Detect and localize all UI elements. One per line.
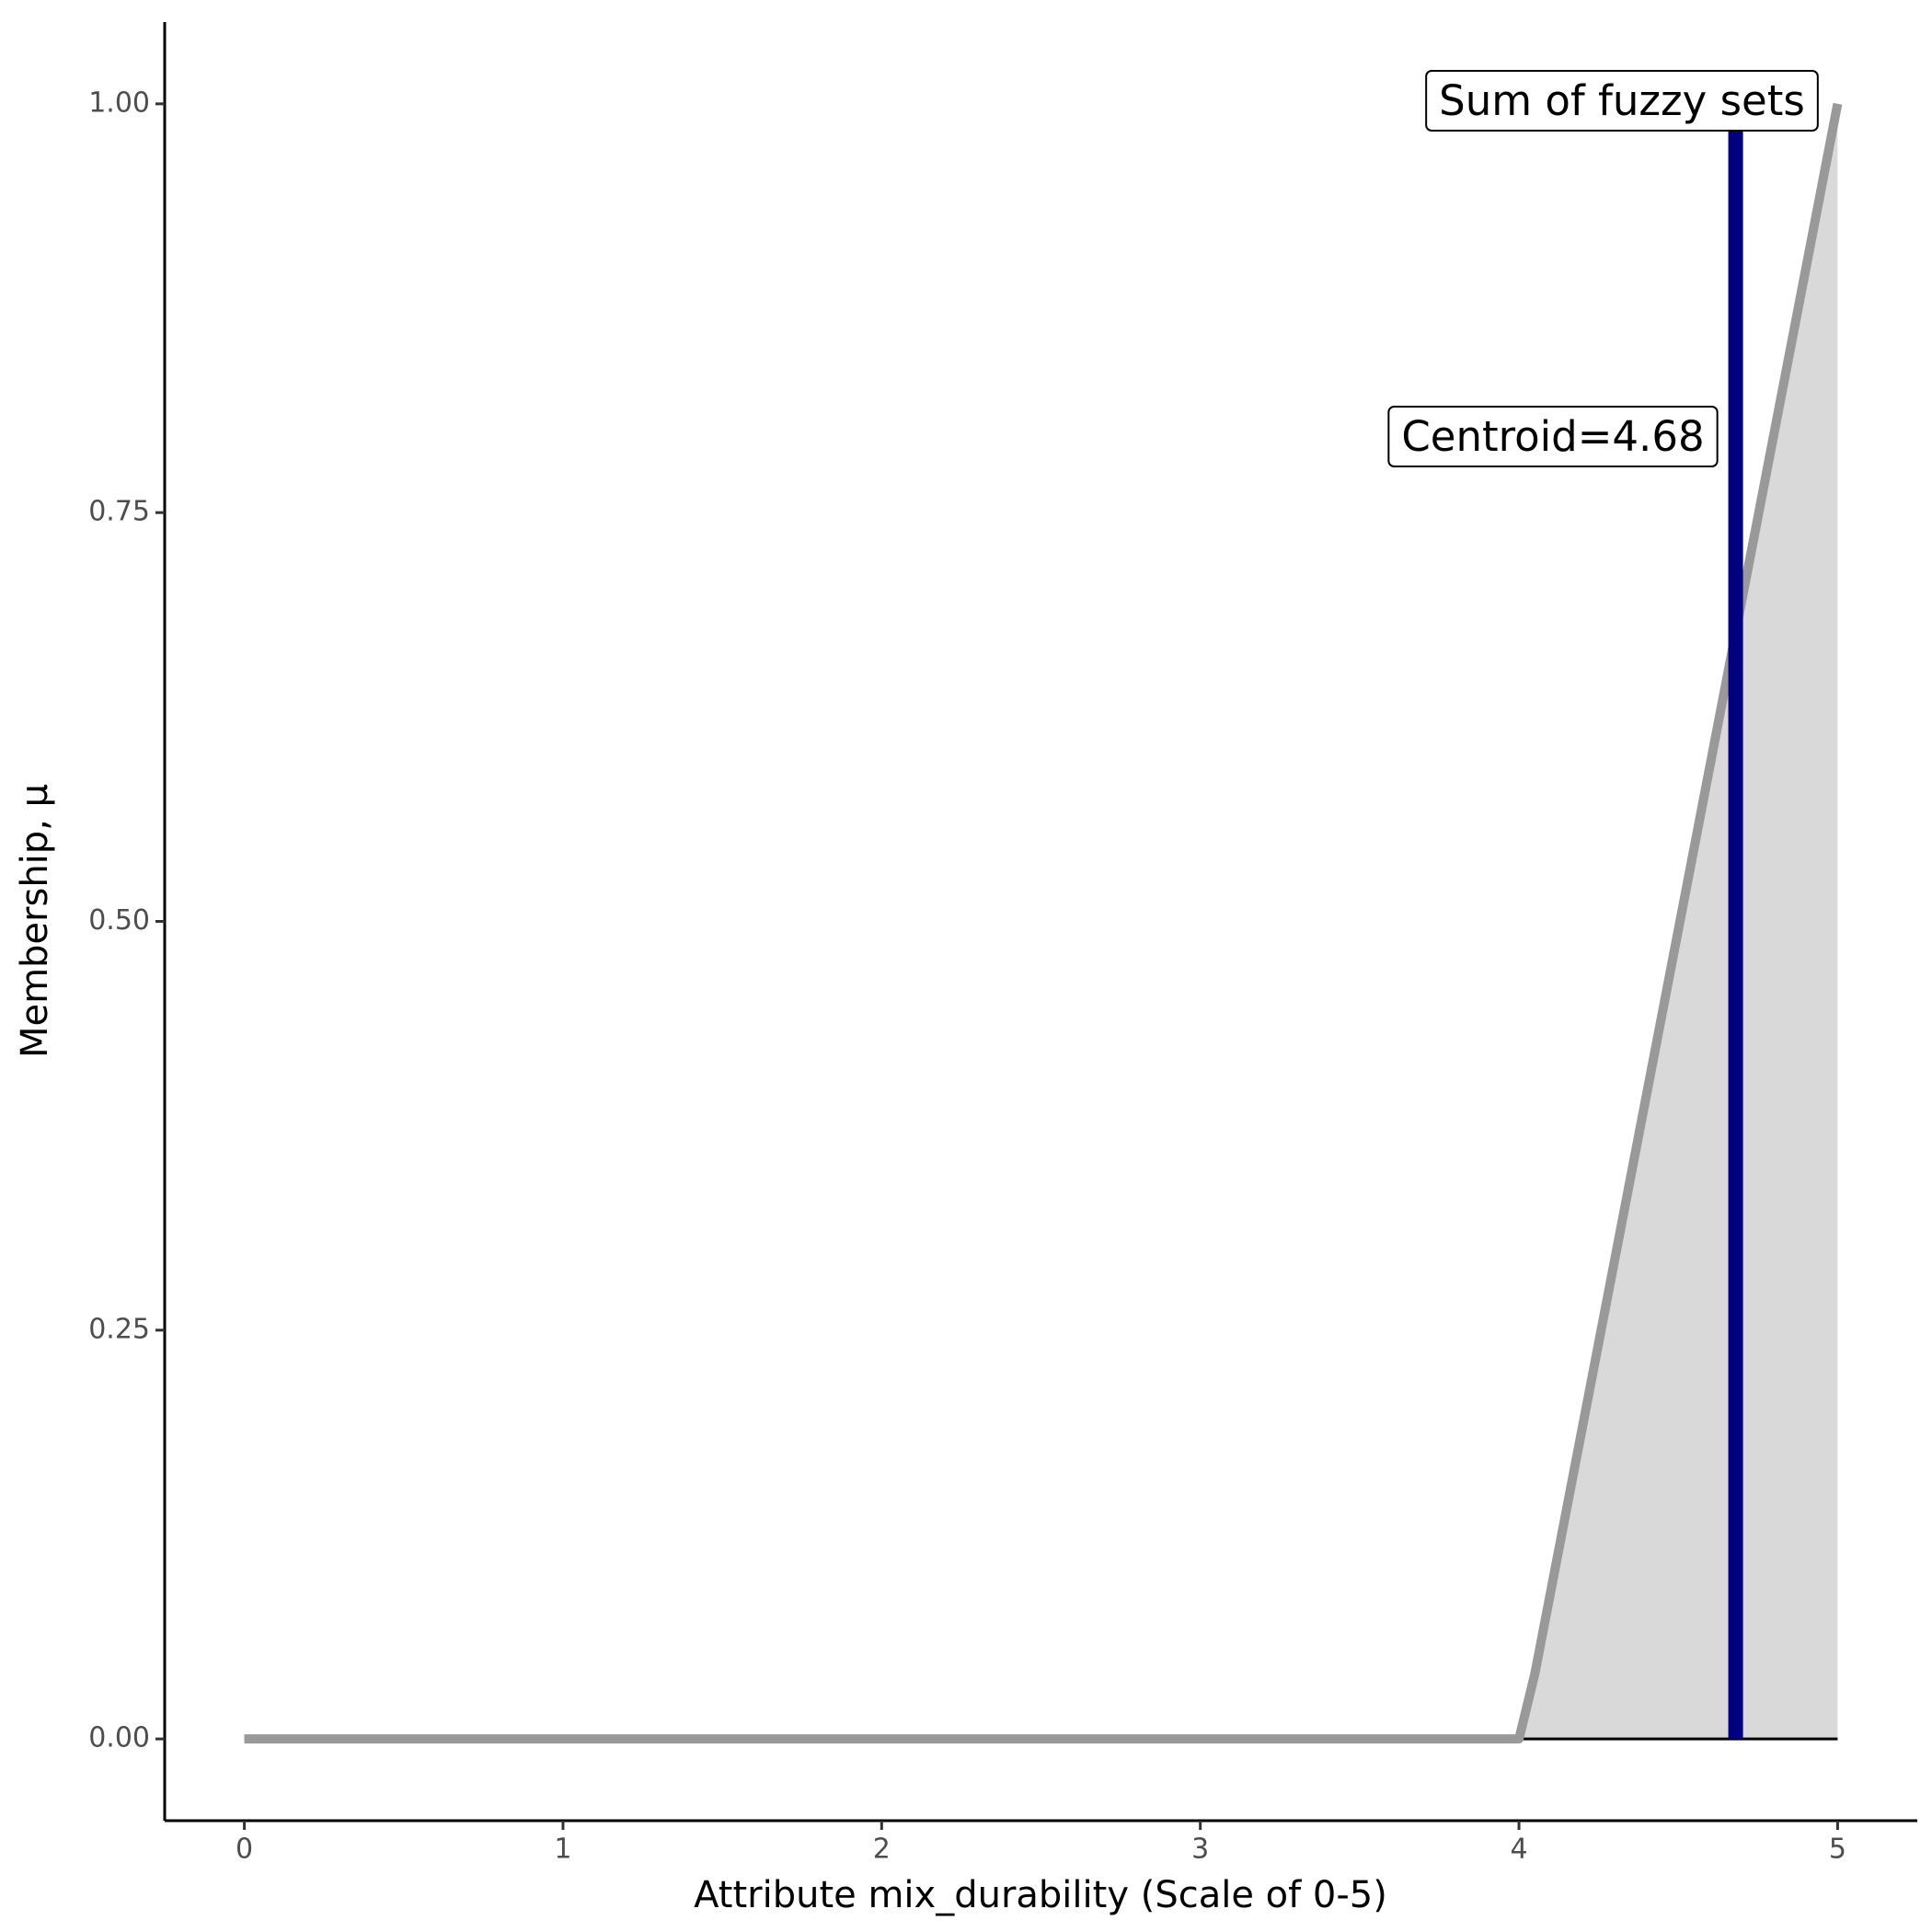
annotation: Centroid=4.68 (1401, 412, 1704, 461)
x-tick-label: 4 (1510, 1834, 1527, 1866)
y-axis-title: Membership, μ (14, 784, 56, 1058)
x-tick-label: 0 (236, 1834, 253, 1866)
x-tick-label: 2 (873, 1834, 891, 1866)
annotation-box (1425, 70, 1819, 132)
x-tick-label: 3 (1191, 1834, 1209, 1866)
line (244, 102, 1843, 1744)
y-tick-label: 0.75 (88, 496, 150, 528)
x-tick-label: 5 (1829, 1834, 1846, 1866)
y-tick-label: 1.00 (88, 86, 150, 119)
y-tick-label: 0.00 (88, 1722, 150, 1754)
y-tick-label: 0.50 (88, 904, 150, 937)
annotation: Sum of fuzzy sets (1439, 76, 1805, 125)
area (244, 103, 1838, 1740)
annotation-box (1387, 406, 1719, 467)
x-tick-label: 1 (554, 1834, 571, 1866)
x-axis-title: Attribute mix_durability (Scale of 0-5) (694, 1874, 1387, 1916)
y-tick-label: 0.25 (88, 1313, 150, 1345)
